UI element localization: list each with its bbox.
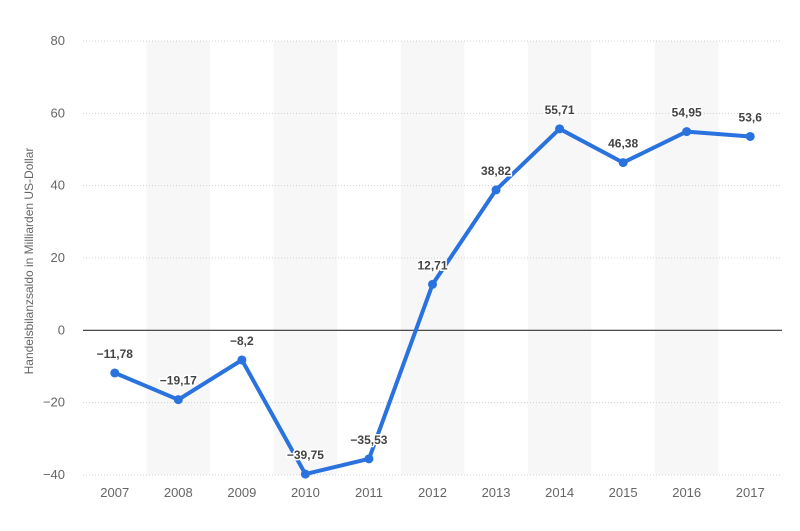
data-point[interactable] [110,368,120,378]
x-tick-label: 2013 [482,485,511,500]
data-label: −35,53 [350,433,387,447]
data-point[interactable] [682,127,692,137]
x-tick-label: 2009 [227,485,256,500]
data-point[interactable] [300,469,310,479]
y-tick-label: 80 [51,33,65,48]
gridlines [83,40,782,476]
x-axis-ticks: 2007 2008 2009 2010 2011 2012 2013 2014 2015 2016… [100,485,764,500]
data-point[interactable] [618,158,628,168]
x-tick-label: 2012 [418,485,447,500]
y-tick-label: −40 [43,467,65,482]
x-tick-label: 2010 [291,485,320,500]
data-point[interactable] [555,124,565,134]
y-tick-label: 0 [58,322,65,337]
data-label: 46,38 [608,137,638,151]
column-band [527,41,592,475]
x-tick-label: 2007 [100,485,129,500]
x-tick-label: 2017 [736,485,765,500]
y-tick-label: −20 [43,395,65,410]
data-label: 55,71 [545,103,575,117]
data-point[interactable] [745,131,755,141]
data-point[interactable] [428,279,437,289]
y-tick-label: 20 [51,250,65,265]
y-tick-label: 40 [51,178,65,193]
x-tick-label: 2016 [672,485,701,500]
data-point[interactable] [173,395,183,405]
data-label: −39,75 [287,448,324,462]
data-point[interactable] [237,355,247,365]
x-tick-label: 2014 [545,485,574,500]
data-label: −8,2 [230,334,254,348]
x-tick-label: 2008 [164,485,193,500]
y-tick-label: 60 [51,105,65,120]
data-point[interactable] [491,185,501,195]
data-label: 38,82 [481,164,511,178]
data-points [110,124,755,479]
data-point[interactable] [364,454,374,464]
data-label: −19,17 [160,374,197,388]
y-axis-label: Handelsbilanzsaldo in Milliarden US-Doll… [22,148,36,375]
data-label: −11,78 [97,347,134,361]
data-label: 53,6 [739,110,763,124]
x-tick-label: 2011 [355,485,383,500]
data-labels: −11,78 −19,17 −8,2 −39,75 −35,53 12,71 38,82 55… [95,101,764,463]
x-tick-label: 2015 [609,485,638,500]
y-axis-ticks: −40 −20 0 20 40 60 80 [43,33,65,482]
column-band [400,41,465,475]
data-label: 12,71 [417,258,447,272]
data-label: 54,95 [672,106,702,120]
